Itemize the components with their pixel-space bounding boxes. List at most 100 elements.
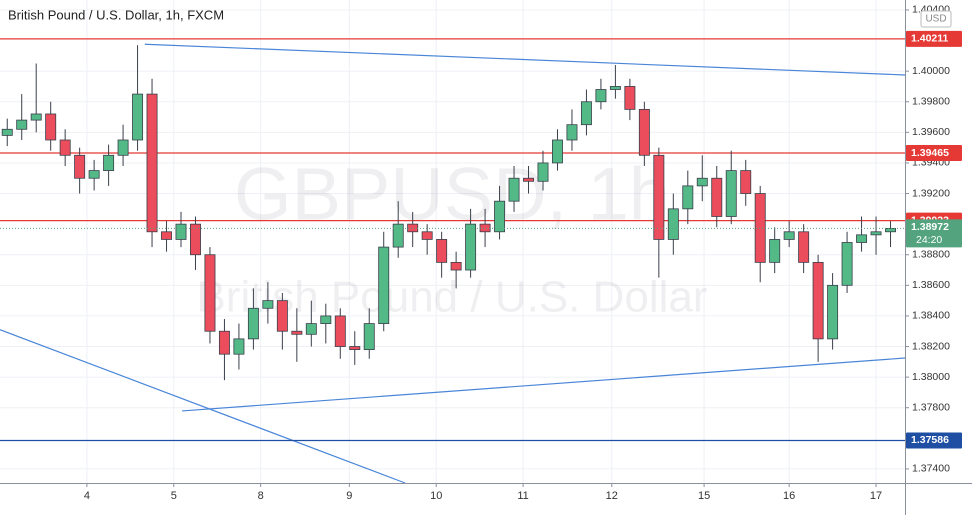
countdown-label: 24:20 xyxy=(916,234,942,246)
candle-body xyxy=(74,154,86,179)
watermark-symbol: GBPUSD, 1h xyxy=(234,153,670,236)
candle-body xyxy=(378,246,390,324)
candle-body xyxy=(45,113,57,141)
candle-body xyxy=(812,261,824,340)
watermark-name: British Pound / U.S. Dollar xyxy=(196,273,707,322)
candle-body xyxy=(595,89,607,103)
y-tick-label: 1.38800 xyxy=(912,249,950,261)
level-label-box xyxy=(906,30,962,47)
candle-body xyxy=(436,239,448,263)
x-tick-label: 12 xyxy=(606,490,618,502)
candle-body xyxy=(798,231,810,263)
candle-body xyxy=(146,93,158,233)
candle-body xyxy=(161,231,172,240)
y-tick-label: 1.39200 xyxy=(912,187,950,199)
candle-body xyxy=(696,177,708,187)
candle-body xyxy=(624,86,636,110)
candle-body xyxy=(783,231,795,240)
candle-body xyxy=(682,185,694,210)
x-tick-label: 11 xyxy=(517,490,528,502)
y-tick-label: 1.40000 xyxy=(912,65,950,77)
candle-body xyxy=(725,170,737,217)
candle-body xyxy=(407,223,419,233)
currency-box xyxy=(920,10,952,28)
candle-body xyxy=(305,323,317,335)
x-tick-label: 9 xyxy=(346,490,352,502)
x-tick-label: 8 xyxy=(258,490,264,502)
x-tick-label: 17 xyxy=(870,490,882,502)
candle-body xyxy=(740,170,752,194)
candle-body xyxy=(494,200,506,233)
candle-body xyxy=(117,139,129,156)
candle-body xyxy=(885,228,896,233)
candle-body xyxy=(247,307,259,340)
y-tick-label: 1.38400 xyxy=(912,310,950,322)
candle-body xyxy=(508,177,520,202)
candle-body xyxy=(450,261,462,271)
candle-body xyxy=(334,315,346,347)
level-label: 1.39465 xyxy=(911,147,949,159)
x-tick-label: 4 xyxy=(84,490,90,502)
candle-body xyxy=(638,108,650,156)
level-label-box xyxy=(906,144,962,161)
y-tick-label: 1.39800 xyxy=(912,96,950,108)
candle-body xyxy=(103,154,115,171)
candle-body xyxy=(16,119,28,130)
candle-body xyxy=(566,124,578,141)
candle-body xyxy=(262,300,274,309)
candle-body xyxy=(523,177,534,182)
candle-body xyxy=(769,239,781,263)
y-tick-label: 1.39600 xyxy=(912,126,950,138)
candle-body xyxy=(537,162,549,182)
candle-body xyxy=(870,231,882,236)
x-tick-label: 15 xyxy=(698,490,710,502)
candle-body xyxy=(1,128,13,136)
candle-body xyxy=(132,93,144,141)
x-tick-label: 10 xyxy=(430,490,442,502)
candle-body xyxy=(465,223,477,271)
x-tick-label: 5 xyxy=(171,490,177,502)
candle-body xyxy=(479,223,491,233)
candle-body xyxy=(59,139,71,156)
plot xyxy=(0,38,906,484)
candle-body xyxy=(827,284,839,340)
level-label-box xyxy=(906,432,962,449)
candle-body xyxy=(320,315,332,324)
y-tick-label: 1.38000 xyxy=(912,371,950,383)
candle-body xyxy=(291,330,303,335)
y-tick-label: 1.37800 xyxy=(912,402,950,414)
trend-line xyxy=(0,329,406,484)
candle-body xyxy=(233,338,245,355)
trend-line xyxy=(144,43,906,76)
candle-body xyxy=(609,86,621,90)
candle-body xyxy=(204,254,216,332)
y-tick-label: 1.37400 xyxy=(912,463,950,475)
candle-body xyxy=(276,300,288,332)
candle-body xyxy=(421,231,433,240)
candle-body xyxy=(392,223,404,248)
candle-body xyxy=(30,113,42,121)
level-label: 1.40211 xyxy=(911,33,949,45)
candle-body xyxy=(175,223,187,240)
x-tick-label: 16 xyxy=(783,490,795,502)
candle-body xyxy=(841,242,853,286)
candle-body xyxy=(88,170,100,179)
axes: 1.404001.400001.398001.396001.394001.392… xyxy=(84,4,962,502)
candle-body xyxy=(363,323,375,350)
candle-body xyxy=(218,330,230,355)
candle-body xyxy=(580,101,592,126)
currency: USD xyxy=(925,14,946,25)
y-tick-label: 1.38600 xyxy=(912,279,950,291)
candle-body xyxy=(856,234,868,243)
candle-body xyxy=(349,346,361,350)
chart-title: British Pound / U.S. Dollar, 1h, FXCM xyxy=(8,7,224,22)
current-price-label: 1.38972 xyxy=(911,221,949,233)
y-tick-label: 1.38200 xyxy=(912,340,950,352)
level-label: 1.37586 xyxy=(911,434,949,446)
candle-body xyxy=(190,223,201,256)
trend-line xyxy=(182,357,906,412)
candle-body xyxy=(711,177,723,217)
candle-body xyxy=(653,154,665,240)
